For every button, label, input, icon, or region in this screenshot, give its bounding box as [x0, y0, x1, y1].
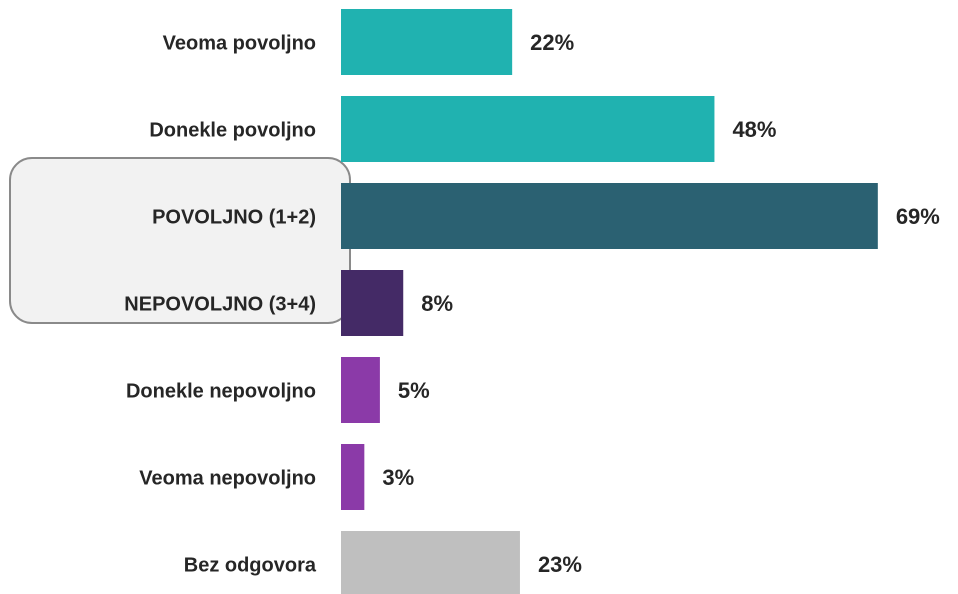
bar: [341, 531, 520, 594]
bar: [341, 183, 878, 249]
bar: [341, 444, 365, 510]
value-label: 48%: [732, 117, 776, 142]
category-label: Donekle povoljno: [149, 119, 316, 141]
category-label: Veoma povoljno: [163, 32, 316, 54]
bar: [341, 9, 513, 75]
value-label: 8%: [421, 291, 453, 316]
category-label: POVOLJNO (1+2): [152, 206, 316, 228]
value-label: 22%: [530, 30, 574, 55]
bar: [341, 357, 380, 423]
category-label: Bez odgovora: [184, 554, 317, 576]
bar: [341, 96, 715, 162]
category-label: Veoma nepovoljno: [139, 467, 316, 489]
value-label: 5%: [398, 378, 430, 403]
value-label: 69%: [896, 204, 940, 229]
value-label: 3%: [382, 465, 414, 490]
category-label: Donekle nepovoljno: [126, 380, 316, 402]
value-label: 23%: [538, 552, 582, 577]
bar: [341, 270, 404, 336]
category-label: NEPOVOLJNO (3+4): [124, 293, 316, 315]
